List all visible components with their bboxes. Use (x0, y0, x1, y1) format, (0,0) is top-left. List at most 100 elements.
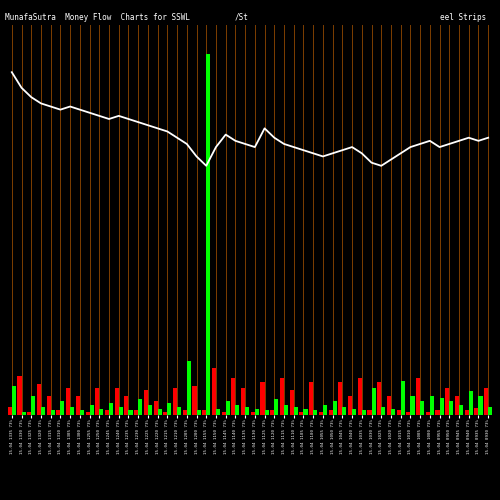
Bar (182, 410, 187, 415)
Text: MunafaSutra  Money Flow  Charts for SSWL: MunafaSutra Money Flow Charts for SSWL (5, 12, 190, 22)
Bar (236, 405, 240, 415)
Bar (459, 405, 463, 415)
Bar (251, 412, 255, 415)
Bar (290, 390, 294, 415)
Text: eel Strips: eel Strips (440, 12, 486, 22)
Bar (313, 410, 318, 415)
Bar (109, 404, 113, 415)
Bar (216, 409, 220, 415)
Bar (134, 410, 138, 415)
Bar (56, 410, 60, 415)
Bar (319, 412, 323, 415)
Bar (60, 402, 64, 415)
Bar (202, 410, 206, 415)
Bar (416, 378, 420, 415)
Bar (294, 407, 298, 415)
Bar (430, 396, 434, 415)
Bar (300, 412, 304, 415)
Bar (362, 410, 366, 415)
Bar (488, 407, 492, 415)
Bar (436, 410, 440, 415)
Bar (372, 388, 376, 415)
Bar (46, 396, 50, 415)
Bar (348, 396, 352, 415)
Bar (381, 407, 386, 415)
Bar (119, 407, 123, 415)
Bar (124, 396, 128, 415)
Bar (323, 405, 327, 415)
Bar (100, 409, 103, 415)
Bar (66, 388, 70, 415)
Bar (391, 409, 395, 415)
Bar (22, 412, 26, 415)
Bar (284, 405, 288, 415)
Bar (358, 378, 362, 415)
Bar (274, 400, 278, 415)
Bar (37, 384, 41, 415)
Bar (280, 378, 284, 415)
Bar (270, 410, 274, 415)
Bar (400, 381, 405, 415)
Bar (114, 388, 118, 415)
Bar (396, 410, 400, 415)
Bar (474, 408, 478, 415)
Bar (187, 362, 191, 415)
Bar (222, 412, 226, 415)
Bar (144, 390, 148, 415)
Bar (31, 396, 36, 415)
Bar (342, 407, 346, 415)
Bar (328, 410, 332, 415)
Bar (168, 404, 172, 415)
Bar (80, 410, 84, 415)
Bar (27, 412, 31, 415)
Bar (226, 402, 230, 415)
Bar (50, 410, 55, 415)
Bar (105, 410, 109, 415)
Bar (164, 412, 168, 415)
Bar (232, 378, 235, 415)
Bar (95, 388, 100, 415)
Bar (177, 407, 181, 415)
Bar (255, 409, 259, 415)
Bar (173, 388, 177, 415)
Bar (138, 400, 142, 415)
Bar (260, 382, 264, 415)
Bar (304, 409, 308, 415)
Bar (212, 368, 216, 415)
Bar (338, 382, 342, 415)
Bar (76, 396, 80, 415)
Bar (455, 396, 459, 415)
Bar (309, 382, 313, 415)
Bar (420, 402, 424, 415)
Bar (86, 412, 89, 415)
Bar (410, 396, 414, 415)
Bar (90, 405, 94, 415)
Bar (426, 412, 430, 415)
Bar (377, 382, 382, 415)
Bar (445, 388, 450, 415)
Bar (196, 410, 200, 415)
Bar (206, 54, 210, 415)
Bar (154, 402, 158, 415)
Bar (245, 407, 249, 415)
Bar (264, 410, 268, 415)
Bar (128, 410, 132, 415)
Bar (484, 388, 488, 415)
Bar (464, 410, 469, 415)
Bar (241, 388, 245, 415)
Bar (368, 410, 372, 415)
Bar (468, 390, 473, 415)
Bar (148, 405, 152, 415)
Bar (18, 376, 21, 415)
Bar (478, 396, 482, 415)
Bar (406, 412, 410, 415)
Bar (70, 407, 74, 415)
Bar (450, 402, 454, 415)
Bar (332, 402, 336, 415)
Bar (8, 407, 12, 415)
Text: /St: /St (235, 12, 249, 22)
Bar (41, 407, 45, 415)
Bar (192, 386, 196, 415)
Bar (440, 398, 444, 415)
Bar (387, 396, 391, 415)
